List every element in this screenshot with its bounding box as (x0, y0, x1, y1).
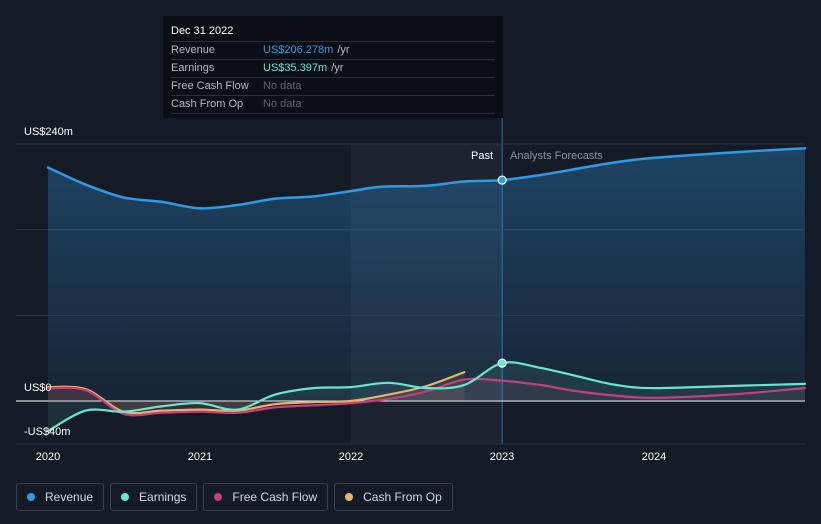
highlight-markers (497, 175, 507, 368)
free-cash-flow-line (46, 377, 807, 417)
legend-dot-icon (27, 493, 35, 501)
cash-from-op-line (46, 371, 466, 415)
legend-label: Cash From Op (363, 490, 442, 504)
tooltip-label: Revenue (171, 44, 216, 56)
legend-dot-icon (345, 493, 354, 501)
legend-item-cash-from-op[interactable]: Cash From Op (334, 483, 453, 511)
past-label: Past (471, 150, 494, 162)
x-tick-label-2020: 2020 (35, 451, 61, 463)
tooltip-row-revenue: Revenue US$206.278m /yr (171, 41, 495, 59)
legend-label: Revenue (45, 490, 94, 504)
x-tick-label-2022: 2022 (338, 451, 364, 463)
tooltip-row-free-cash-flow: Free Cash Flow No data (171, 77, 495, 95)
tooltip-label: Earnings (171, 62, 215, 74)
legend-label: Earnings (139, 490, 187, 504)
revenue-line (46, 147, 807, 210)
series-lines (46, 147, 807, 433)
tooltip-label: Cash From Op (171, 98, 244, 110)
earnings-area (48, 362, 805, 431)
y-tick-label-top: US$240m (24, 126, 73, 138)
tooltip-row-cash-from-op: Cash From Op No data (171, 95, 495, 114)
revenue-marker (497, 175, 507, 185)
cash-from-op-area (48, 372, 465, 414)
tooltip-label: Free Cash Flow (171, 80, 249, 92)
x-tick-label-2021: 2021 (187, 451, 213, 463)
legend-item-free-cash-flow[interactable]: Free Cash Flow (203, 483, 329, 511)
tooltip-date: Dec 31 2022 (171, 25, 234, 37)
x-tick-label-2024: 2024 (641, 451, 667, 463)
tooltip-value: No data (263, 98, 302, 110)
tooltip-value: US$206.278m (263, 44, 334, 56)
y-tick-label-zero: US$0 (24, 382, 52, 394)
x-tick-label-2023: 2023 (489, 451, 515, 463)
revenue-area (48, 148, 805, 401)
legend-dot-icon (121, 493, 130, 501)
forecast-label: Analysts Forecasts (510, 150, 603, 162)
legend-label: Free Cash Flow (232, 490, 318, 504)
tooltip-unit: /yr (337, 44, 350, 56)
earnings-line (46, 361, 807, 433)
legend-item-earnings[interactable]: Earnings (110, 483, 198, 511)
tooltip-value: US$35.397m (263, 62, 328, 74)
free-cash-flow-area (48, 378, 805, 416)
earnings-marker (497, 358, 507, 368)
legend-item-revenue[interactable]: Revenue (16, 483, 105, 511)
legend-dot-icon (214, 493, 223, 501)
hover-tooltip: Dec 31 2022 Revenue US$206.278m /yr Earn… (163, 16, 503, 118)
tooltip-value: No data (263, 80, 302, 92)
chart-legend: Revenue Earnings Free Cash Flow Cash Fro… (16, 483, 453, 511)
tooltip-row-earnings: Earnings US$35.397m /yr (171, 59, 495, 77)
series-areas (48, 148, 805, 431)
tooltip-unit: /yr (331, 62, 344, 74)
y-tick-label-bottom: -US$40m (24, 426, 71, 438)
